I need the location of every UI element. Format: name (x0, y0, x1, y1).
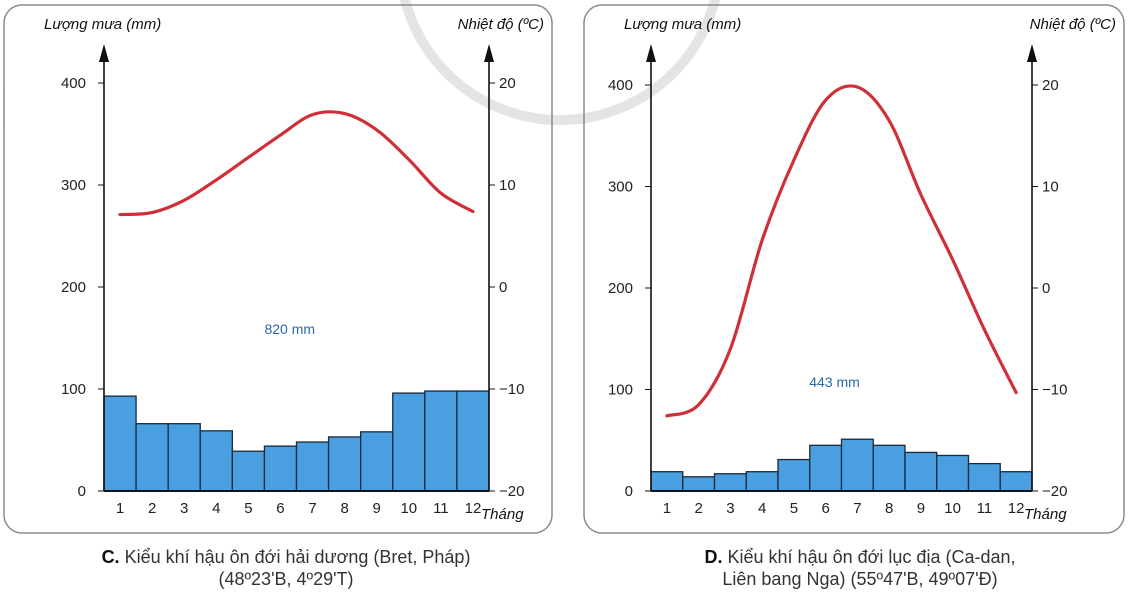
total-rainfall-label: 820 mm (264, 321, 315, 337)
right-tick-label: 20 (1042, 77, 1059, 94)
month-label: 1 (663, 500, 671, 517)
caption-d: D. Kiểu khí hậu ôn đới lục địa (Ca-dan, … (580, 546, 1128, 590)
chart-frame (3, 4, 553, 534)
left-tick-label: 100 (61, 381, 86, 398)
temperature-line (665, 84, 1018, 418)
month-label: 8 (340, 500, 348, 517)
rain-bar-9 (904, 451, 938, 492)
right-tick-label: −20 (1042, 483, 1067, 500)
left-axis-label: Lượng mưa (mm) (624, 16, 741, 33)
caption-c-letter: C. (101, 547, 120, 567)
rain-bar-12 (999, 471, 1033, 492)
caption-c-line2: (48º23'B, 4º29'T) (218, 569, 354, 589)
left-axis-arrow-icon (646, 44, 656, 62)
month-label: 12 (1008, 500, 1025, 517)
right-tick-label: 0 (499, 279, 507, 296)
left-tick-label: 0 (625, 483, 633, 500)
month-label: 10 (400, 500, 417, 517)
right-tick-label: 10 (1042, 179, 1059, 196)
right-axis-arrow-icon (484, 44, 494, 62)
month-label: 7 (308, 500, 316, 517)
left-axis-label: Lượng mưa (mm) (44, 16, 161, 33)
right-tick-label: 0 (1042, 280, 1050, 297)
rain-bar-10 (392, 392, 426, 492)
month-label: 11 (977, 500, 993, 517)
left-tick-label: 400 (608, 77, 633, 94)
caption-d-line2: Liên bang Nga) (55º47'B, 49º07'Đ) (722, 569, 998, 589)
rain-bar-8 (327, 436, 362, 492)
month-label: 11 (433, 500, 449, 517)
caption-c-line1: Kiểu khí hậu ôn đới hải dương (Bret, Phá… (124, 547, 471, 567)
month-label: 9 (373, 500, 381, 517)
rain-bar-5 (777, 458, 811, 492)
month-label: 5 (790, 500, 798, 517)
watermark (399, 0, 721, 125)
right-tick-label: −10 (1042, 382, 1067, 399)
left-tick-label: 300 (61, 177, 86, 194)
rain-bar-11 (967, 462, 1001, 492)
month-label: 5 (244, 500, 252, 517)
rain-bar-10 (936, 454, 970, 492)
rain-bar-2 (135, 423, 169, 492)
right-axis-label: Nhiệt độ (ºC) (458, 16, 544, 33)
left-tick-label: 0 (78, 483, 86, 500)
left-tick-label: 400 (61, 75, 86, 92)
rain-bar-12 (456, 390, 490, 492)
month-label: 1 (116, 500, 124, 517)
month-label: 12 (465, 500, 482, 517)
total-rainfall-label: 443 mm (809, 374, 860, 390)
rain-bar-6 (809, 444, 843, 492)
x-axis-label: Tháng (1024, 506, 1067, 523)
month-label: 4 (212, 500, 220, 517)
month-label: 10 (944, 500, 961, 517)
rain-bar-8 (872, 444, 906, 492)
rain-bar-5 (231, 450, 266, 492)
rain-bar-7 (295, 441, 330, 492)
rain-bar-6 (263, 445, 298, 492)
rain-bar-1 (650, 471, 684, 492)
left-tick-label: 300 (608, 179, 633, 196)
month-label: 3 (180, 500, 188, 517)
right-axis-label: Nhiệt độ (ºC) (1030, 16, 1116, 33)
month-label: 8 (885, 500, 893, 517)
caption-c: C. Kiểu khí hậu ôn đới hải dương (Bret, … (6, 546, 566, 590)
left-tick-label: 200 (608, 280, 633, 297)
rain-bar-3 (167, 423, 201, 492)
right-tick-label: −10 (499, 381, 524, 398)
month-label: 4 (758, 500, 766, 517)
left-tick-label: 100 (608, 382, 633, 399)
temperature-line (118, 110, 475, 217)
right-tick-label: −20 (499, 483, 524, 500)
rain-bar-1 (103, 395, 137, 492)
caption-d-line1: Kiểu khí hậu ôn đới lục địa (Ca-dan, (727, 547, 1016, 567)
month-label: 2 (694, 500, 702, 517)
month-label: 6 (821, 500, 829, 517)
month-label: 7 (853, 500, 861, 517)
right-axis-arrow-icon (1027, 44, 1037, 62)
rain-bar-4 (745, 471, 779, 492)
rain-bar-7 (840, 438, 874, 492)
rain-bar-4 (199, 430, 233, 492)
rain-bar-2 (682, 476, 716, 492)
caption-d-letter: D. (704, 547, 723, 567)
left-tick-label: 200 (61, 279, 86, 296)
rain-bar-11 (424, 390, 458, 492)
left-axis-arrow-icon (99, 44, 109, 62)
month-label: 3 (726, 500, 734, 517)
right-tick-label: 20 (499, 75, 516, 92)
right-tick-label: 10 (499, 177, 516, 194)
rain-bar-3 (713, 473, 747, 492)
month-label: 6 (276, 500, 284, 517)
x-axis-label: Tháng (481, 506, 524, 523)
chart-frame (583, 4, 1125, 534)
rain-bar-9 (360, 431, 394, 492)
month-label: 9 (917, 500, 925, 517)
month-label: 2 (148, 500, 156, 517)
